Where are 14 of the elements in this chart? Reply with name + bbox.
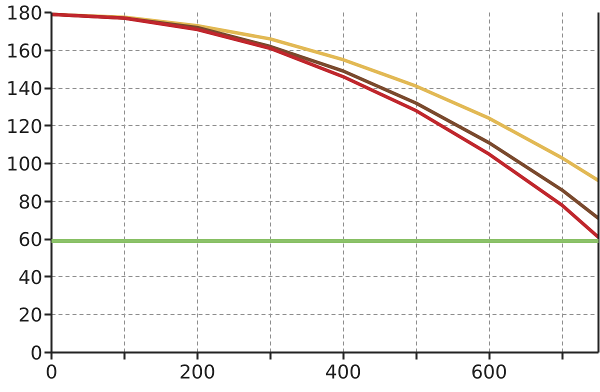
y-tick-label: 60 xyxy=(18,229,43,252)
y-tick-label: 0 xyxy=(30,342,43,364)
y-tick-label: 140 xyxy=(6,78,42,100)
y-tick-label: 180 xyxy=(6,2,42,24)
y-tick-label: 80 xyxy=(18,191,43,214)
y-tick-label: 100 xyxy=(6,154,42,176)
x-tick-label: 400 xyxy=(325,362,362,384)
x-tick-label: 0 xyxy=(45,362,58,384)
y-tick-label: 160 xyxy=(6,40,42,62)
y-tick-label: 120 xyxy=(6,116,42,138)
x-tick-label: 600 xyxy=(470,362,508,384)
x-tick-label: 200 xyxy=(179,362,216,384)
y-tick-label: 20 xyxy=(18,304,43,327)
y-tick-label: 40 xyxy=(18,266,43,289)
